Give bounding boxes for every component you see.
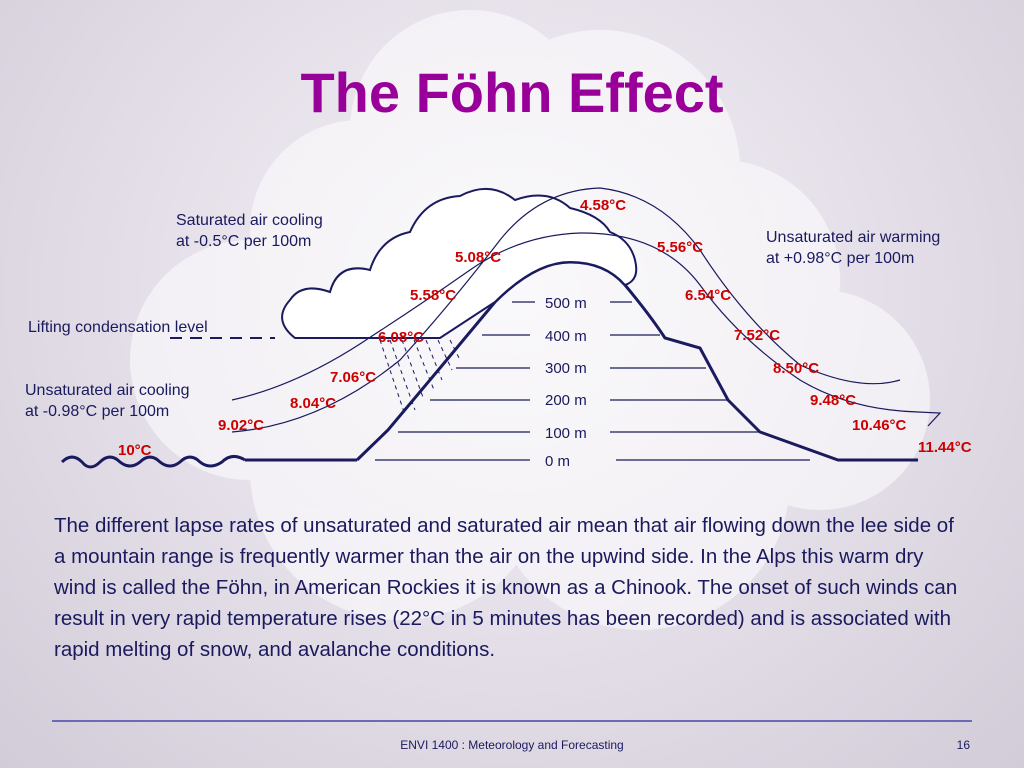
altitude-guides xyxy=(375,301,810,461)
altitude-label-400: 400 m xyxy=(545,328,587,345)
temp-windward-600m: 5.08°C xyxy=(455,249,501,266)
temp-windward-0m: 10°C xyxy=(118,442,152,459)
airflow-upper xyxy=(231,187,901,433)
temp-leeward-200m: 9.48°C xyxy=(810,392,856,409)
temp-windward-300m: 7.06°C xyxy=(330,369,376,386)
unsaturated-cooling-line2: at -0.98°C per 100m xyxy=(25,403,170,420)
page-number: 16 xyxy=(956,738,970,752)
temp-windward-200m: 8.04°C xyxy=(290,395,336,412)
unsaturated-cooling-note: Unsaturated air cooling at -0.98°C per 1… xyxy=(25,380,190,422)
slide-title: The Föhn Effect xyxy=(300,61,724,124)
airflow-lower xyxy=(231,232,919,413)
altitude-label-0: 0 m xyxy=(545,453,570,470)
unsaturated-cooling-line1: Unsaturated air cooling xyxy=(25,382,190,399)
footer-course: ENVI 1400 : Meteorology and Forecasting xyxy=(400,738,624,752)
sea-waves xyxy=(60,455,246,469)
altitude-label-200: 200 m xyxy=(545,392,587,409)
temp-leeward-400m: 7.52°C xyxy=(734,327,780,344)
temp-summit: 4.58°C xyxy=(580,197,626,214)
temp-leeward-600m: 5.56°C xyxy=(657,239,703,256)
temp-windward-100m: 9.02°C xyxy=(218,417,264,434)
temp-windward-500m: 5.58°C xyxy=(410,287,456,304)
temp-leeward-100m: 10.46°C xyxy=(852,417,907,434)
altitude-label-300: 300 m xyxy=(545,360,587,377)
temp-windward-400m: 6.08°C xyxy=(378,329,424,346)
temp-leeward-300m: 8.50°C xyxy=(773,360,819,377)
saturated-cooling-note: Saturated air cooling at -0.5°C per 100m xyxy=(176,210,323,252)
lifting-condensation-label: Lifting condensation level xyxy=(28,319,208,336)
unsaturated-warming-note: Unsaturated air warming at +0.98°C per 1… xyxy=(766,227,940,269)
airflow-arrowhead xyxy=(917,411,942,427)
orographic-cloud xyxy=(281,188,638,339)
temp-leeward-500m: 6.54°C xyxy=(685,287,731,304)
description-paragraph: The different lapse rates of unsaturated… xyxy=(54,514,958,661)
unsaturated-warming-line2: at +0.98°C per 100m xyxy=(766,250,915,267)
precipitation-hatching xyxy=(379,339,461,416)
saturated-cooling-line1: Saturated air cooling xyxy=(176,212,323,229)
temp-leeward-0m: 11.44°C xyxy=(918,439,972,456)
saturated-cooling-line2: at -0.5°C per 100m xyxy=(176,233,312,250)
altitude-label-500: 500 m xyxy=(545,295,587,312)
altitude-label-100: 100 m xyxy=(545,425,587,442)
unsaturated-warming-line1: Unsaturated air warming xyxy=(766,229,941,246)
footer-divider xyxy=(52,720,972,722)
